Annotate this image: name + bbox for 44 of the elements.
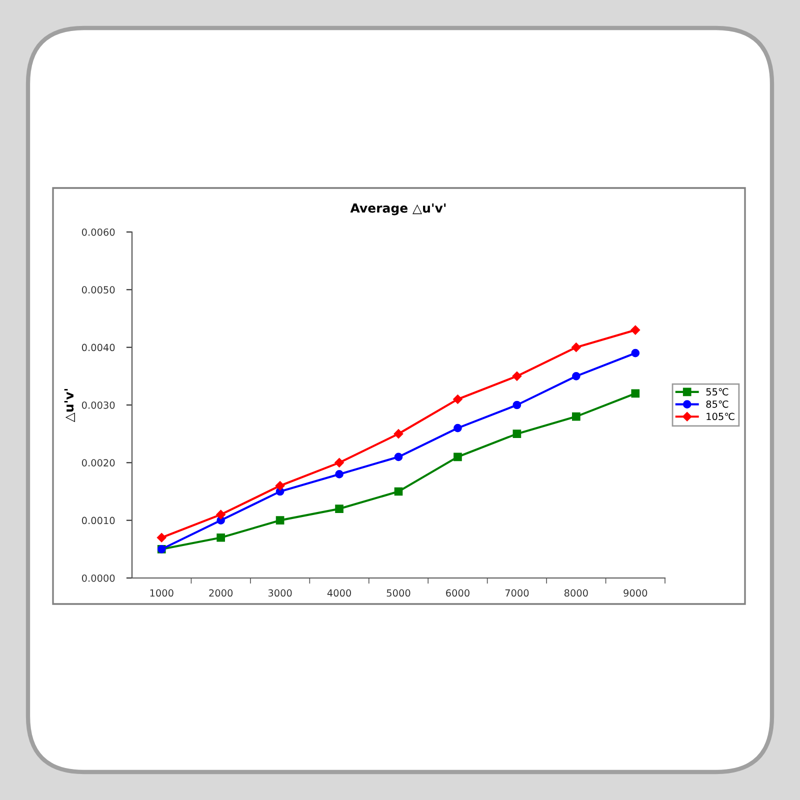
legend-label: 55℃ (706, 388, 728, 396)
x-tick-label: 5000 (386, 589, 410, 597)
point (512, 400, 522, 410)
point (335, 504, 344, 513)
point (156, 533, 166, 542)
chart-title: Average △u'v' (350, 203, 446, 216)
y-axis-title: △u'v' (64, 389, 75, 422)
point (454, 424, 462, 432)
point (335, 470, 344, 478)
y-tick-label: 0.0060 (82, 228, 115, 236)
point (512, 372, 522, 381)
point (334, 458, 344, 468)
point (572, 412, 580, 421)
y-tick-label: 0.0040 (82, 344, 115, 352)
x-tick-label: 7000 (505, 589, 529, 597)
legend-label: 105℃ (706, 412, 734, 420)
x-tick-label: 2000 (209, 589, 233, 597)
point (394, 452, 403, 462)
point (572, 372, 580, 380)
point (631, 389, 640, 398)
legend-label: 85℃ (706, 400, 728, 408)
x-tick-label: 9000 (624, 589, 648, 597)
y-tick-label: 0.0000 (82, 574, 115, 582)
point (631, 348, 640, 358)
point (572, 342, 581, 352)
point (276, 516, 284, 524)
y-tick-label: 0.0030 (82, 401, 115, 409)
point (453, 394, 462, 404)
point (630, 325, 640, 335)
point (216, 533, 225, 542)
y-tick-label: 0.0050 (82, 286, 115, 294)
x-tick-label: 8000 (564, 589, 588, 597)
y-tick-label: 0.0020 (82, 459, 115, 466)
point (394, 429, 404, 438)
point (216, 510, 226, 520)
x-tick-label: 6000 (446, 589, 470, 597)
point (512, 430, 522, 438)
x-tick-label: 4000 (327, 589, 352, 597)
point (394, 487, 403, 496)
x-tick-label: 3000 (268, 589, 292, 597)
point (275, 481, 285, 490)
point (454, 452, 462, 462)
x-tick-label: 1000 (150, 589, 174, 597)
y-tick-label: 0.0010 (82, 516, 115, 524)
